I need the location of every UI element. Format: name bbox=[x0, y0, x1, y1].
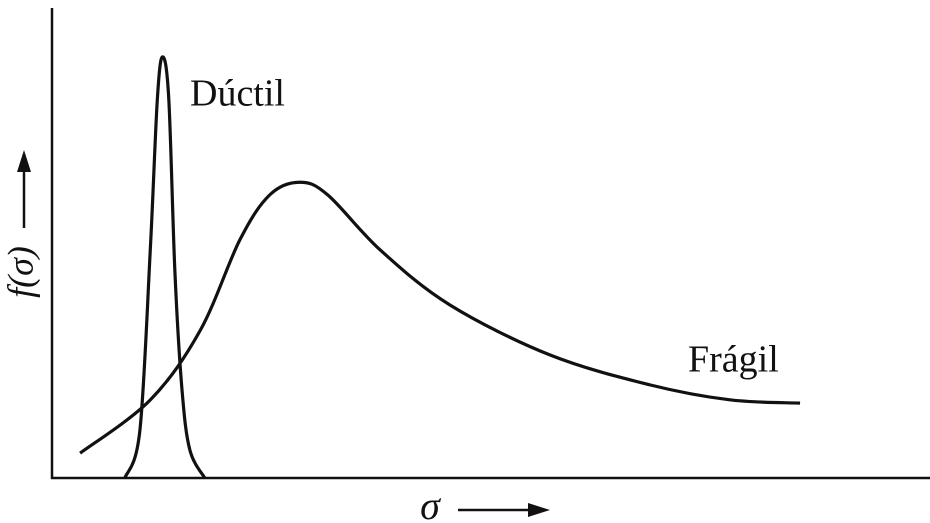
y-axis-label: f(σ) bbox=[0, 246, 40, 298]
x-arrow bbox=[458, 503, 550, 517]
x-axis-label: σ bbox=[420, 483, 441, 523]
curve bbox=[79, 180, 801, 455]
curve bbox=[123, 55, 207, 479]
curve-label: Frágil bbox=[688, 339, 779, 381]
curve-label: Dúctil bbox=[190, 73, 285, 115]
y-arrow bbox=[17, 150, 31, 228]
